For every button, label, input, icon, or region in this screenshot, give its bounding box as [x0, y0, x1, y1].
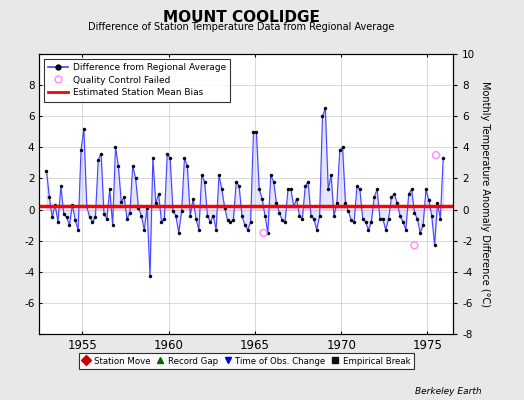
Point: [432, 152, 440, 158]
Text: Berkeley Earth: Berkeley Earth: [416, 387, 482, 396]
Y-axis label: Monthly Temperature Anomaly Difference (°C): Monthly Temperature Anomaly Difference (…: [479, 81, 489, 307]
Point: [259, 230, 268, 236]
Text: MOUNT COOLIDGE: MOUNT COOLIDGE: [162, 10, 320, 25]
Text: Difference of Station Temperature Data from Regional Average: Difference of Station Temperature Data f…: [88, 22, 394, 32]
Point: [410, 242, 419, 248]
Legend: Difference from Regional Average, Quality Control Failed, Estimated Station Mean: Difference from Regional Average, Qualit…: [44, 58, 231, 102]
Legend: Station Move, Record Gap, Time of Obs. Change, Empirical Break: Station Move, Record Gap, Time of Obs. C…: [79, 353, 414, 369]
